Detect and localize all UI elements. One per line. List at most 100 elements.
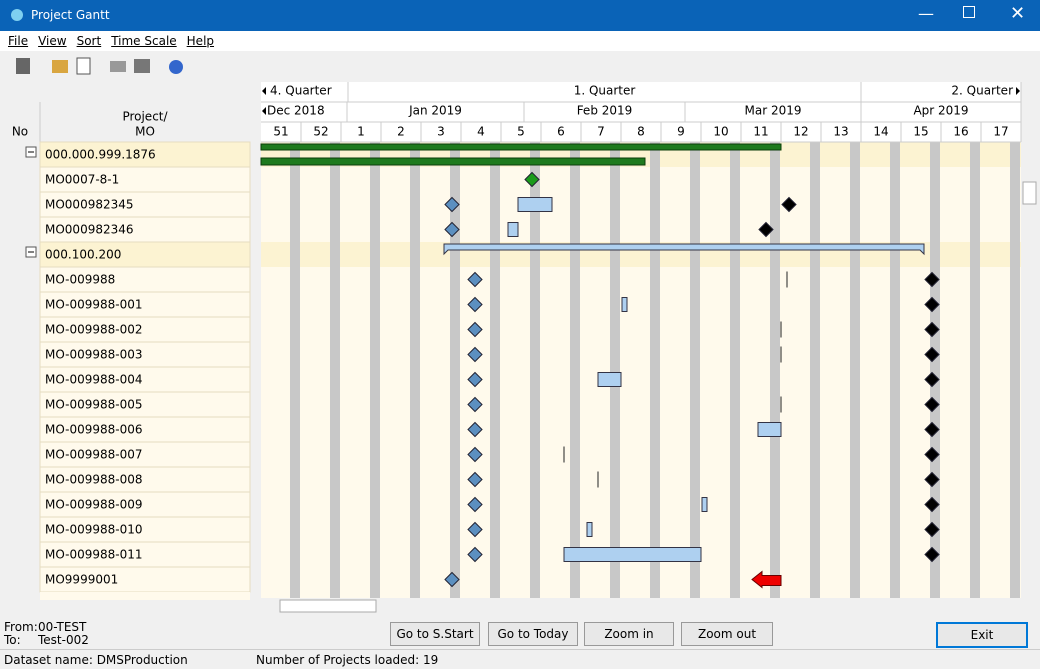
- weekend-stripe: [850, 142, 860, 602]
- quarter-label: 2. Quarter: [951, 84, 1013, 98]
- footer-button[interactable]: Zoom in: [584, 622, 674, 646]
- end-milestone: [924, 321, 940, 338]
- footer-button[interactable]: Zoom out: [681, 622, 773, 646]
- menu-item[interactable]: Time Scale: [111, 34, 177, 48]
- weekend-stripe: [890, 142, 900, 602]
- end-milestone: [758, 221, 774, 238]
- end-milestone: [924, 371, 940, 388]
- row-label: MO000982345: [45, 198, 134, 212]
- weekend-stripe: [1010, 142, 1020, 602]
- weekend-stripe: [370, 142, 380, 602]
- row-label: MO-009988-006: [45, 423, 143, 437]
- month-label: Dec 2018: [267, 104, 325, 118]
- start-milestone: [467, 271, 483, 288]
- menu-item[interactable]: Sort: [76, 34, 102, 48]
- weekend-stripe: [410, 142, 420, 602]
- task-bar: [621, 297, 628, 312]
- weekend-stripe: [930, 142, 940, 602]
- row-bg: [39, 266, 251, 293]
- end-milestone: [924, 396, 940, 413]
- start-milestone: [467, 321, 483, 338]
- row-label: MO-009988-004: [45, 373, 143, 387]
- footer-button[interactable]: Go to S.Start: [390, 622, 480, 646]
- task-bar: [597, 372, 622, 387]
- week-label: 5: [517, 125, 525, 139]
- week-label: 7: [597, 125, 605, 139]
- status-projects: Number of Projects loaded: 19: [256, 653, 439, 667]
- v-scrollbar[interactable]: [1021, 142, 1038, 597]
- task-bar: [507, 222, 519, 237]
- row-label: MO-009988-002: [45, 323, 143, 337]
- footer-button[interactable]: Go to Today: [488, 622, 578, 646]
- row-label: 000.100.200: [45, 248, 121, 262]
- week-label: 3: [437, 125, 445, 139]
- weekend-stripe: [650, 142, 660, 602]
- menu-item[interactable]: View: [38, 34, 67, 48]
- week-label: 14: [873, 125, 888, 139]
- weekend-stripe: [770, 142, 780, 602]
- exit-button[interactable]: Exit: [936, 622, 1028, 648]
- start-milestone: [444, 196, 460, 213]
- row-label: MO-009988-005: [45, 398, 143, 412]
- row-bg: [39, 166, 251, 193]
- row-label: MO0007-8-1: [45, 173, 119, 187]
- row-label: MO-009988: [45, 273, 115, 287]
- weekend-stripe: [690, 142, 700, 602]
- end-milestone: [924, 546, 940, 563]
- start-milestone: [467, 496, 483, 513]
- week-label: 51: [273, 125, 288, 139]
- week-label: 11: [753, 125, 768, 139]
- row-bg: [39, 491, 251, 518]
- scroll-right: [1016, 87, 1020, 95]
- week-label: 8: [637, 125, 645, 139]
- week-label: 12: [793, 125, 808, 139]
- col-mo: Project/: [122, 110, 168, 124]
- row-label: MO-009988-009: [45, 498, 143, 512]
- task-bar: [563, 547, 702, 562]
- row-bg: [39, 341, 251, 368]
- milestone: [524, 171, 540, 188]
- start-milestone: [467, 346, 483, 363]
- row-bg: [39, 216, 251, 243]
- weekend-stripe: [730, 142, 740, 602]
- app-icon: [11, 9, 23, 21]
- row-label: MO9999001: [45, 573, 118, 587]
- chart-row-bg: [261, 592, 1021, 600]
- task-bar: [517, 197, 553, 212]
- v-thumb: [1022, 181, 1037, 205]
- task-bar: [701, 497, 708, 512]
- weekend-stripe: [530, 142, 540, 602]
- start-milestone: [467, 296, 483, 313]
- menu-item[interactable]: File: [8, 34, 29, 48]
- h-scrollbar[interactable]: [261, 598, 1021, 614]
- week-label: 4: [477, 125, 485, 139]
- col-mo: MO: [135, 125, 155, 139]
- menu-item[interactable]: Help: [186, 34, 215, 48]
- end-milestone: [924, 446, 940, 463]
- weekend-stripe: [970, 142, 980, 602]
- maximize[interactable]: [963, 6, 975, 18]
- group-bar: [260, 143, 782, 151]
- row-bg: [40, 592, 250, 600]
- end-milestone: [924, 521, 940, 538]
- month-label: Mar 2019: [745, 104, 802, 118]
- row-bg: [39, 441, 251, 468]
- from-value: 00-TEST: [38, 620, 87, 634]
- week-label: 52: [313, 125, 328, 139]
- month-label: Feb 2019: [577, 104, 633, 118]
- group-bar: [260, 157, 646, 166]
- row-bg: [39, 241, 251, 268]
- week-label: 6: [557, 125, 565, 139]
- minimize[interactable]: —: [918, 4, 934, 23]
- row-bg: [39, 566, 251, 593]
- row-label: MO-009988-007: [45, 448, 143, 462]
- menu-bar: File View Sort Time Scale Help: [0, 31, 1040, 51]
- end-milestone: [924, 496, 940, 513]
- row-bg: [39, 416, 251, 443]
- start-milestone: [467, 421, 483, 438]
- row-label: MO-009988-011: [45, 548, 143, 562]
- end-milestone: [781, 196, 797, 213]
- row-label: 000.000.999.1876: [45, 148, 156, 162]
- week-label: 13: [833, 125, 848, 139]
- close[interactable]: ✕: [1010, 3, 1026, 24]
